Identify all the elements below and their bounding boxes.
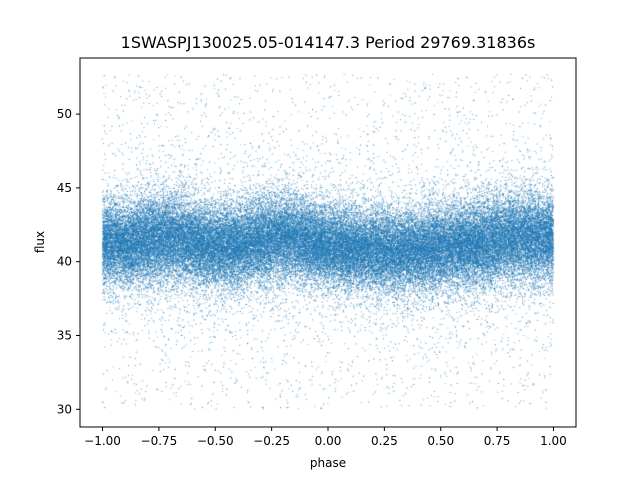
y-axis-label: flux [33,231,47,253]
y-axis: 30 35 40 45 50 [57,107,80,416]
x-tick-label: −0.25 [253,434,290,448]
x-tick-label: −0.75 [141,434,178,448]
x-tick-label: 0.75 [484,434,511,448]
x-tick-label: 0.25 [371,434,398,448]
y-tick-label: 30 [57,402,72,416]
y-tick-label: 40 [57,255,72,269]
x-axis-label: phase [310,456,346,470]
x-axis: −1.00 −0.75 −0.50 −0.25 0.00 0.25 0.50 0.75 1.00 [84,427,567,448]
scatter-points [80,58,576,427]
x-tick-label: 1.00 [540,434,567,448]
x-tick-label: 0.50 [427,434,454,448]
y-tick-label: 45 [57,181,72,195]
y-tick-label: 50 [57,107,72,121]
data-points [80,58,576,427]
x-tick-label: 0.00 [315,434,342,448]
x-tick-label: −1.00 [84,434,121,448]
y-tick-label: 35 [57,328,72,342]
chart-title: 1SWASPJ130025.05-014147.3 Period 29769.3… [121,33,536,52]
x-tick-label: −0.50 [197,434,234,448]
